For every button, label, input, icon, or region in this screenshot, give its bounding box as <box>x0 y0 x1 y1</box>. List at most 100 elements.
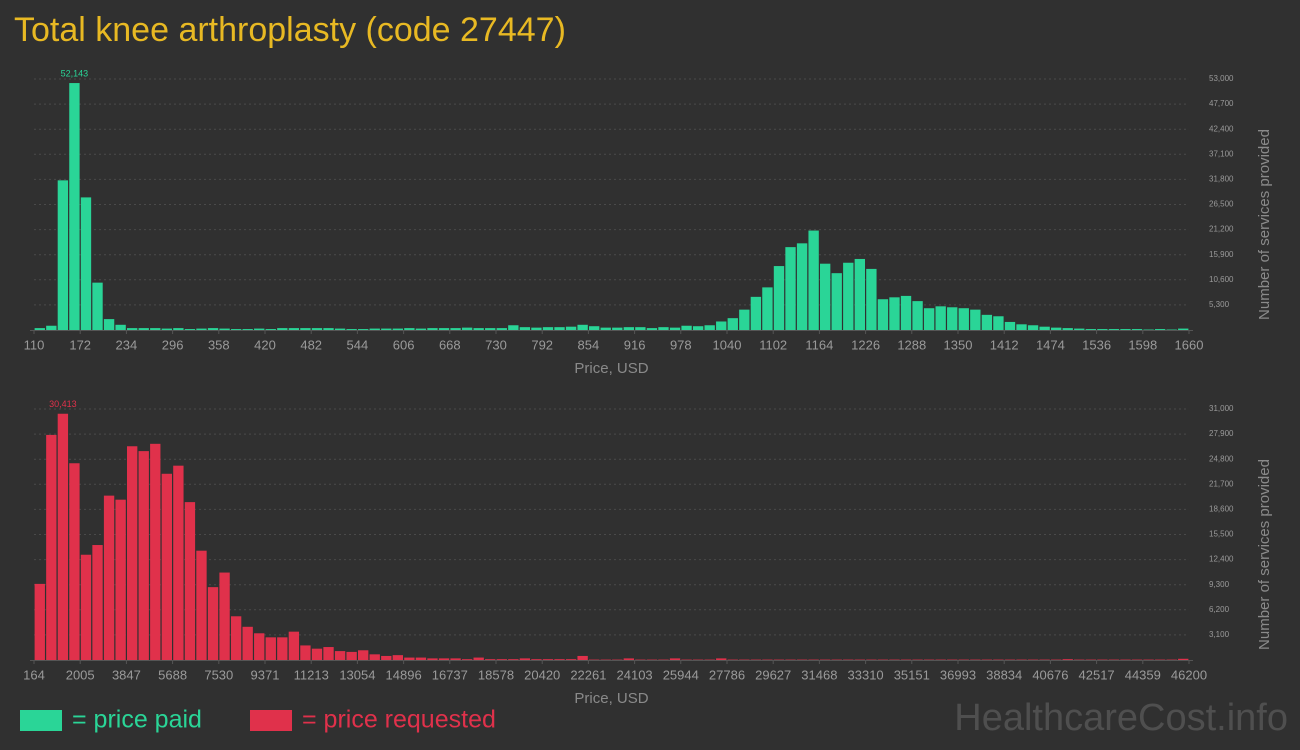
bar <box>46 434 57 660</box>
bar <box>288 328 300 330</box>
bar <box>103 495 115 660</box>
bar <box>947 307 958 330</box>
bar <box>681 325 692 330</box>
bar <box>57 413 69 660</box>
bar <box>1062 328 1073 330</box>
bar <box>34 583 45 660</box>
x-tick-label: 31468 <box>801 667 837 682</box>
bar <box>519 327 531 330</box>
bar <box>461 327 473 330</box>
bar <box>450 658 461 660</box>
x-tick-label: 22261 <box>570 667 606 682</box>
bar <box>554 659 565 660</box>
bar <box>716 658 727 660</box>
bar <box>854 258 865 330</box>
bar <box>796 243 808 330</box>
bar <box>993 316 1004 330</box>
bar <box>531 659 542 660</box>
bar <box>80 554 92 660</box>
bar <box>1097 329 1108 330</box>
x-tick-label: 16737 <box>432 667 468 682</box>
x-tick-label: 172 <box>69 337 91 352</box>
bar <box>1178 328 1189 330</box>
bar <box>762 287 773 330</box>
bar <box>1108 329 1120 330</box>
bar <box>138 451 149 660</box>
bar <box>311 648 323 660</box>
bar <box>311 328 323 330</box>
bar <box>161 328 172 330</box>
x-tick-label: 1350 <box>944 337 973 352</box>
y-tick-label: 42,400 <box>1209 124 1234 133</box>
y-tick-label: 5,300 <box>1209 300 1230 309</box>
y-axis-label: Number of services provided <box>1256 129 1273 320</box>
x-tick-label: 35151 <box>894 667 930 682</box>
bar <box>265 329 276 330</box>
bar <box>485 659 496 660</box>
y-tick-label: 27,900 <box>1209 429 1234 438</box>
bar <box>739 309 750 330</box>
bar <box>669 658 681 660</box>
bar <box>542 659 554 660</box>
bar <box>646 328 658 330</box>
x-tick-label: 1536 <box>1082 337 1111 352</box>
y-tick-label: 53,000 <box>1209 74 1234 83</box>
bar <box>935 306 946 330</box>
bar <box>531 327 542 330</box>
y-tick-label: 31,800 <box>1209 175 1234 184</box>
y-tick-label: 37,100 <box>1209 149 1234 158</box>
x-tick-label: 11213 <box>294 667 329 682</box>
bar <box>415 328 427 330</box>
x-tick-label: 1474 <box>1036 337 1065 352</box>
bar <box>785 247 796 330</box>
bar <box>635 327 646 330</box>
y-tick-label: 31,000 <box>1209 404 1234 413</box>
bar <box>230 616 242 660</box>
x-tick-label: 1102 <box>759 337 787 352</box>
x-tick-label: 358 <box>208 337 230 352</box>
bar <box>300 328 311 330</box>
bar <box>496 328 507 330</box>
bar <box>323 647 334 660</box>
x-tick-label: 14896 <box>386 667 422 682</box>
x-tick-label: 1412 <box>990 337 1019 352</box>
x-tick-label: 606 <box>393 337 415 352</box>
x-tick-label: 296 <box>162 337 184 352</box>
bar <box>508 325 519 330</box>
bar <box>820 263 831 330</box>
x-tick-label: 40676 <box>1032 667 1068 682</box>
bar <box>173 465 184 660</box>
x-tick-label: 9371 <box>251 667 280 682</box>
bar <box>473 657 484 660</box>
bar <box>623 327 634 330</box>
x-tick-label: 854 <box>578 337 600 352</box>
bar <box>1039 326 1050 330</box>
x-tick-label: 420 <box>254 337 276 352</box>
legend-swatch <box>20 710 62 731</box>
value-label: 30,413 <box>49 399 77 409</box>
bar <box>254 328 265 330</box>
bar <box>450 328 461 330</box>
value-label: 52,143 <box>61 68 89 78</box>
bar <box>577 324 588 330</box>
bar <box>658 327 669 330</box>
bar <box>900 295 912 330</box>
bar <box>427 658 438 660</box>
bar <box>381 655 392 660</box>
bar <box>46 325 57 330</box>
bar <box>277 328 288 330</box>
bar <box>438 658 450 660</box>
x-axis-label: Price, USD <box>574 690 648 707</box>
bar <box>254 633 265 660</box>
x-tick-label: 38834 <box>986 667 1022 682</box>
bar <box>692 326 704 330</box>
bar <box>127 328 138 330</box>
bar <box>1154 329 1166 330</box>
x-tick-label: 110 <box>24 337 45 352</box>
bar <box>1027 325 1039 330</box>
legend-swatch <box>250 710 292 731</box>
y-axis-label: Number of services provided <box>1256 459 1273 650</box>
x-tick-label: 916 <box>624 337 646 352</box>
bar <box>150 328 161 330</box>
bar <box>750 296 762 330</box>
